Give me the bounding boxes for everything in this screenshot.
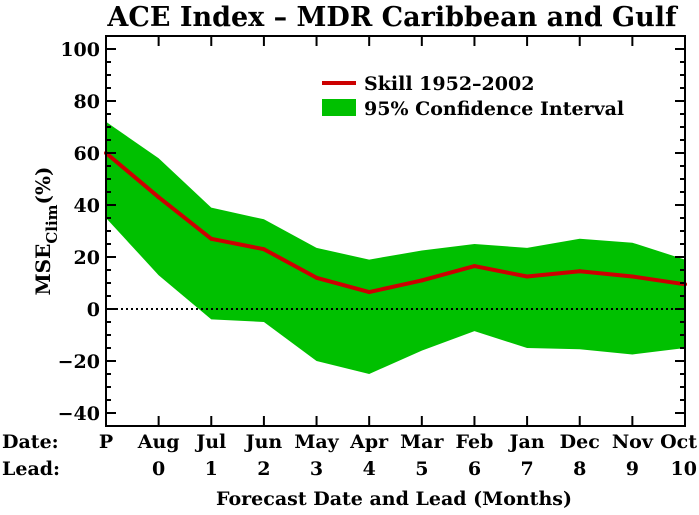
lead-label: 0 [152, 458, 165, 480]
x-tick-label: Aug [137, 431, 180, 453]
lead-row-label: Lead: [2, 458, 60, 480]
legend-band-swatch [322, 99, 356, 116]
skill-point [419, 278, 424, 283]
x-tick-label: Jun [244, 431, 283, 453]
x-tick-label: Feb [456, 431, 494, 453]
y-tick-label: 20 [74, 247, 100, 269]
plot-area: −40 −20 0 20 40 60 80 100 [58, 35, 687, 427]
x-tick-label: Jul [194, 431, 226, 453]
lead-label: 10 [671, 458, 697, 480]
y-axis-label-unit: (%) [31, 167, 55, 205]
y-tick-label: 0 [87, 299, 100, 321]
y-axis-label: MSEClim(%) [31, 167, 61, 296]
x-axis-label: Forecast Date and Lead (Months) [216, 488, 572, 510]
x-tick-label: Nov [612, 431, 654, 453]
y-tick-label: −20 [58, 351, 100, 373]
skill-point [261, 247, 266, 252]
legend-band-label: 95% Confidence Interval [364, 98, 624, 120]
lead-label: 2 [257, 458, 270, 480]
x-tick-label: Apr [349, 431, 389, 453]
x-tick-label: Jan [508, 431, 545, 453]
skill-point [314, 275, 319, 280]
y-tick-label: 80 [74, 91, 100, 113]
y-axis-label-main: MSE [31, 244, 55, 296]
svg-text:MSEClim(%): MSEClim(%) [31, 167, 61, 296]
x-tick-label: Dec [560, 431, 600, 453]
x-tick-label: Oct [660, 431, 697, 453]
lead-label: 7 [520, 458, 533, 480]
y-tick-label: 60 [74, 143, 100, 165]
legend-skill-label: Skill 1952–2002 [364, 73, 534, 95]
y-tick-label: −40 [58, 403, 100, 425]
lead-label: 1 [205, 458, 218, 480]
skill-point [525, 274, 530, 279]
lead-label: 5 [415, 458, 428, 480]
lead-label: 4 [363, 458, 376, 480]
x-tick-label: Mar [400, 431, 444, 453]
lead-label: 8 [573, 458, 586, 480]
skill-point [209, 236, 214, 241]
y-tick-label: 40 [74, 195, 100, 217]
y-axis-label-sub: Clim [43, 204, 61, 243]
lead-label: 6 [468, 458, 481, 480]
confidence-band [106, 121, 685, 374]
x-tick-label: May [294, 431, 339, 453]
skill-point [472, 264, 477, 269]
lead-label: 3 [310, 458, 323, 480]
skill-point [577, 269, 582, 274]
skill-point [156, 195, 161, 200]
skill-point [367, 290, 372, 295]
legend: Skill 1952–2002 95% Confidence Interval [322, 73, 624, 120]
x-tick-label: P [99, 431, 113, 453]
y-tick-label: 100 [60, 39, 100, 61]
skill-point [630, 274, 635, 279]
date-row-label: Date: [2, 431, 59, 453]
lead-label: 9 [626, 458, 639, 480]
chart-title: ACE Index – MDR Caribbean and Gulf [106, 2, 679, 33]
skill-line [104, 151, 686, 295]
